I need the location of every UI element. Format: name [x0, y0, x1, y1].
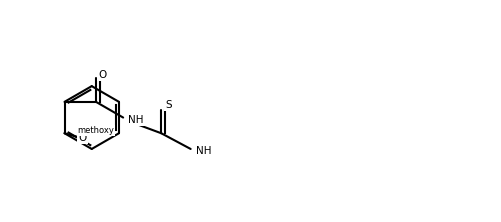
Text: NH: NH	[128, 115, 144, 125]
Text: S: S	[165, 100, 171, 110]
Text: methoxy: methoxy	[77, 126, 114, 135]
Text: O: O	[78, 133, 87, 143]
Text: NH: NH	[196, 146, 211, 156]
Text: O: O	[98, 70, 106, 80]
